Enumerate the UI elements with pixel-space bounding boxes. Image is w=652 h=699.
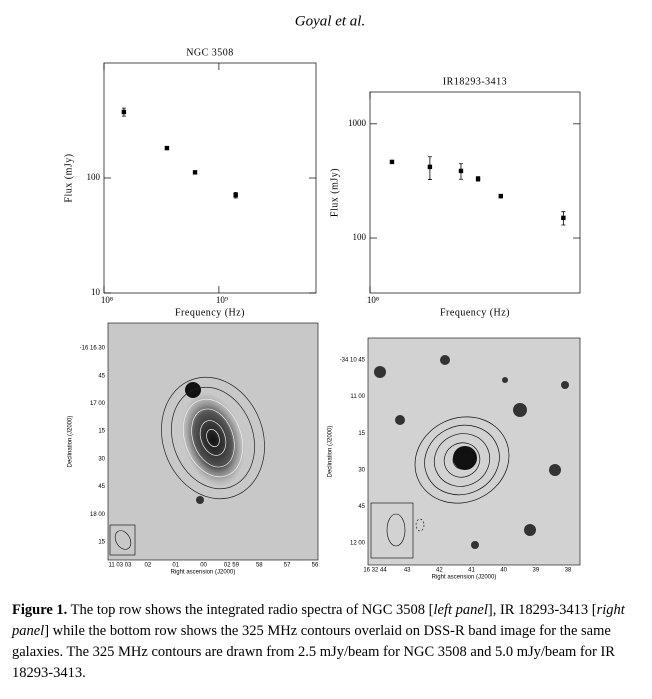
y-axis-label: Flux (mJy) — [63, 153, 74, 202]
image-x-tick-label: 57 — [284, 563, 291, 569]
data-point — [192, 170, 198, 175]
plot-frame — [369, 91, 581, 294]
data-point — [458, 168, 464, 174]
data-point — [233, 192, 238, 198]
chart-title: NGC 3508 — [186, 47, 234, 58]
image-y-label: Declination (J2000) — [328, 426, 334, 478]
caption-text: left panel — [433, 602, 488, 618]
y-tick-label: 100 — [87, 172, 101, 182]
caption-text: ] while the bottom row shows the 325 MHz… — [12, 623, 615, 681]
caption-text: right panel — [12, 602, 625, 639]
data-point — [164, 145, 170, 151]
y-axis-label: Flux (mJy) — [329, 168, 340, 217]
image-y-tick-label: 30 — [358, 467, 365, 473]
caption-label: Figure 1. — [12, 602, 68, 618]
image-y-label: Declination (J2000) — [68, 416, 74, 468]
data-point — [427, 164, 433, 170]
x-tick-label: 10⁹ — [216, 295, 228, 305]
caption-text: ], IR 18293-3413 [ — [487, 602, 597, 618]
x-tick-label: 10⁸ — [367, 295, 379, 305]
image-x-tick-label: 42 — [436, 568, 443, 574]
x-tick-label: 10⁸ — [101, 295, 113, 305]
image-x-tick-label: 16 32 44 — [363, 568, 387, 574]
plot-frame — [103, 62, 317, 294]
image-y-tick-label: 30 — [98, 456, 105, 462]
image-x-tick-label: 02 — [145, 563, 152, 569]
running-head: Goyal et al. — [295, 13, 365, 29]
image-x-tick-label: 58 — [256, 563, 263, 569]
image-y-tick-label: 15 — [358, 431, 365, 437]
image-x-tick-label: 39 — [532, 568, 539, 574]
image-x-tick-label: 01 — [172, 563, 179, 569]
image-panel — [367, 337, 581, 566]
caption: Figure 1. The top row shows the integrat… — [12, 600, 634, 684]
image-x-tick-label: 00 — [200, 563, 207, 569]
image-y-tick-label: -16 16 30 — [80, 346, 106, 352]
data-point — [561, 215, 566, 221]
image-y-tick-label: 15 — [98, 429, 105, 435]
data-point — [389, 159, 395, 165]
image-x-tick-label: 38 — [565, 568, 572, 574]
y-tick-label: 1000 — [348, 118, 367, 128]
data-point — [121, 109, 127, 115]
image-y-tick-label: 17 00 — [90, 401, 106, 407]
image-y-tick-label: 18 00 — [90, 512, 106, 518]
image-x-tick-label: 41 — [468, 568, 475, 574]
image-x-tick-label: 02 59 — [224, 563, 240, 569]
image-y-tick-label: 45 — [358, 504, 365, 510]
x-axis-label: Frequency (Hz) — [440, 307, 510, 318]
image-y-tick-label: 45 — [98, 373, 105, 379]
image-x-label: Right ascension (J2000) — [171, 570, 236, 576]
image-x-tick-label: 11 03 03 — [109, 563, 133, 569]
x-axis-label: Frequency (Hz) — [175, 307, 245, 318]
data-point — [475, 176, 481, 182]
image-x-tick-label: 40 — [500, 568, 507, 574]
data-point — [498, 193, 503, 199]
image-x-tick-label: 43 — [404, 568, 411, 574]
y-tick-label: 10 — [91, 287, 101, 297]
image-panel — [107, 322, 319, 561]
image-y-tick-label: 15 — [98, 540, 105, 546]
image-x-tick-label: 56 — [312, 563, 319, 569]
image-y-tick-label: 11 00 — [350, 394, 365, 400]
image-x-label: Right ascension (J2000) — [432, 575, 497, 581]
image-y-tick-label: 12 00 — [350, 541, 366, 547]
image-y-tick-label: 45 — [98, 484, 105, 490]
y-tick-label: 100 — [353, 232, 367, 242]
image-y-tick-label: -34 10 45 — [340, 358, 366, 364]
chart-title: IR18293-3413 — [443, 76, 507, 87]
caption-text: The top row shows the integrated radio s… — [67, 602, 434, 618]
